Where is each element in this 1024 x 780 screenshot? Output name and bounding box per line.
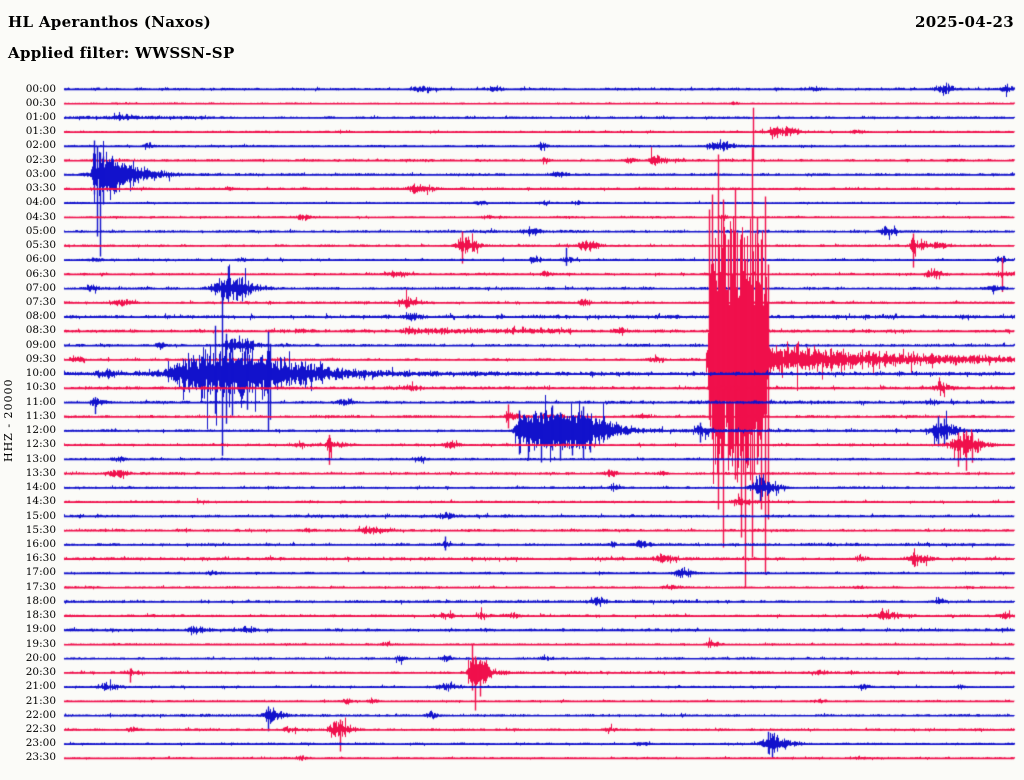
time-label: 19:30 <box>25 637 56 650</box>
time-label: 17:30 <box>25 580 56 593</box>
time-label: 09:30 <box>25 352 56 365</box>
time-label: 22:00 <box>25 708 56 721</box>
time-label: 05:00 <box>25 224 56 237</box>
time-label: 23:00 <box>25 737 56 750</box>
time-label: 21:00 <box>25 680 56 693</box>
time-label: 06:30 <box>25 267 56 280</box>
time-label: 13:00 <box>25 452 56 465</box>
time-label: 18:00 <box>25 594 56 607</box>
time-label: 12:00 <box>25 424 56 437</box>
time-label: 00:00 <box>25 82 56 95</box>
time-label: 21:30 <box>25 694 56 707</box>
time-label: 14:30 <box>25 495 56 508</box>
time-label: 02:00 <box>25 139 56 152</box>
time-label: 16:30 <box>25 552 56 565</box>
time-label: 05:30 <box>25 239 56 252</box>
time-label: 08:00 <box>25 310 56 323</box>
time-label: 03:00 <box>25 167 56 180</box>
time-label: 15:30 <box>25 523 56 536</box>
time-label: 12:30 <box>25 438 56 451</box>
time-label: 17:00 <box>25 566 56 579</box>
time-label: 23:30 <box>25 751 56 764</box>
time-label: 02:30 <box>25 153 56 166</box>
time-label: 18:30 <box>25 609 56 622</box>
time-label: 01:00 <box>25 110 56 123</box>
time-label: 03:30 <box>25 182 56 195</box>
time-label: 20:30 <box>25 666 56 679</box>
date-label: 2025-04-23 <box>915 13 1014 31</box>
time-label: 16:00 <box>25 537 56 550</box>
time-label: 10:30 <box>25 381 56 394</box>
time-label: 09:00 <box>25 338 56 351</box>
time-label: 04:00 <box>25 196 56 209</box>
time-label: 11:30 <box>25 409 56 422</box>
time-label: 11:00 <box>25 395 56 408</box>
filter-label: Applied filter: WWSSN-SP <box>8 44 235 62</box>
time-label: 04:30 <box>25 210 56 223</box>
time-label: 13:30 <box>25 466 56 479</box>
time-label: 19:00 <box>25 623 56 636</box>
time-label: 22:30 <box>25 723 56 736</box>
time-label: 15:00 <box>25 509 56 522</box>
time-label: 07:30 <box>25 296 56 308</box>
station-title: HL Aperanthos (Naxos) <box>8 13 211 31</box>
time-label: 14:00 <box>25 481 56 494</box>
time-label: 10:00 <box>25 367 56 380</box>
time-label: 08:30 <box>25 324 56 337</box>
time-label: 06:00 <box>25 253 56 266</box>
time-label: 01:30 <box>25 125 56 138</box>
time-label: 07:00 <box>25 281 56 294</box>
time-label: 20:00 <box>25 651 56 664</box>
time-label: 00:30 <box>25 96 56 109</box>
